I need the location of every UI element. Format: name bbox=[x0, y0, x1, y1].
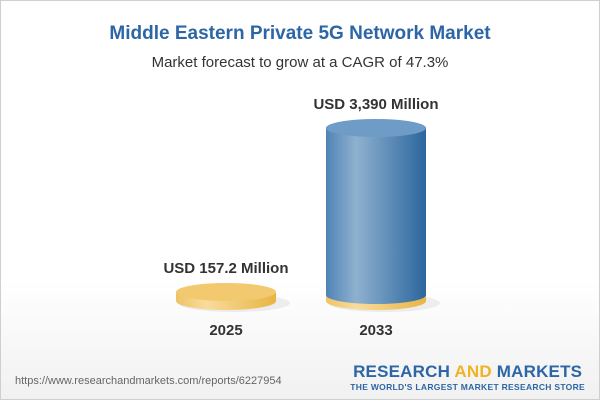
data-label: USD 157.2 Million bbox=[163, 260, 288, 277]
bar-top bbox=[326, 119, 426, 137]
chart-title: Middle Eastern Private 5G Network Market bbox=[109, 23, 491, 44]
brand-logo: RESEARCH AND MARKETS THE WORLD'S LARGEST… bbox=[350, 362, 585, 392]
chart-subtitle: Market forecast to grow at a CAGR of 47.… bbox=[151, 54, 449, 71]
data-label: USD 3,390 Million bbox=[313, 96, 438, 113]
source-url[interactable]: https://www.researchandmarkets.com/repor… bbox=[15, 375, 282, 387]
x-tick-label: 2025 bbox=[209, 322, 242, 339]
bar-top bbox=[176, 283, 276, 301]
bar-2033 bbox=[326, 128, 426, 304]
x-tick-label: 2033 bbox=[359, 322, 392, 339]
